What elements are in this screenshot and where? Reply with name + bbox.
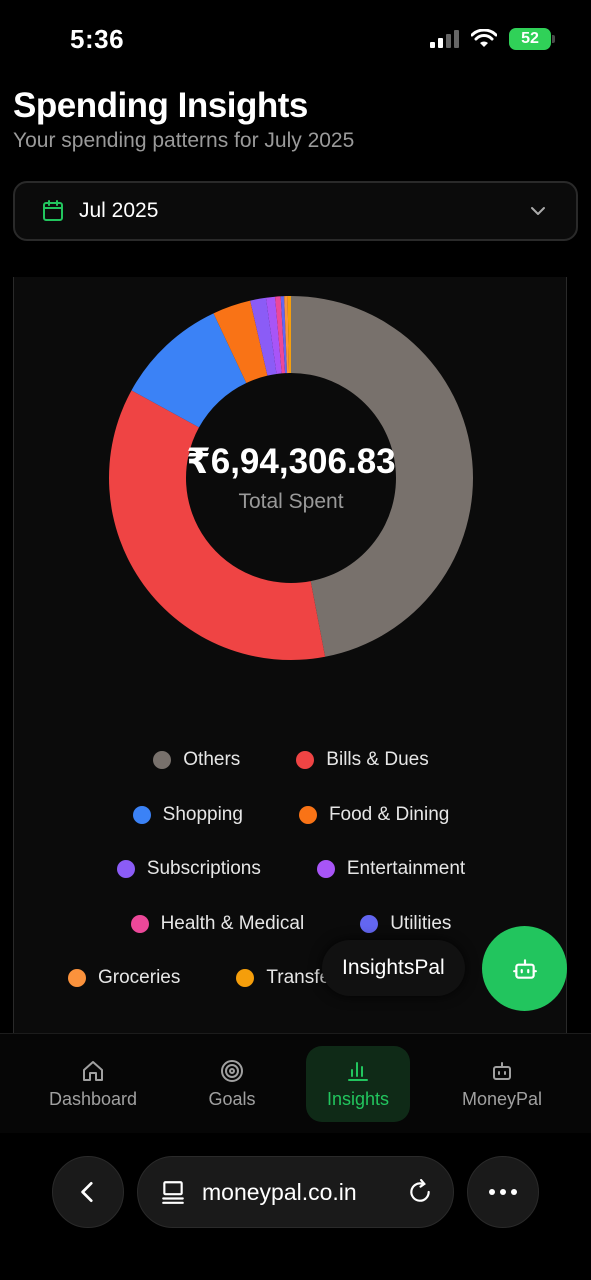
total-spent-label: Total Spent — [238, 490, 344, 513]
legend-item-entertainment[interactable]: Entertainment — [316, 858, 466, 880]
bar-chart-icon — [348, 1061, 368, 1081]
bottom-nav: Dashboard Goals Insights MoneyPal — [0, 1033, 591, 1133]
more-options-button[interactable] — [467, 1156, 539, 1228]
browser-toolbar: moneypal.co.in — [0, 1140, 591, 1280]
legend-label: Others — [183, 749, 241, 770]
donut-slice-entertainment[interactable] — [265, 296, 282, 375]
legend-label: Bills & Dues — [326, 749, 429, 770]
battery-level: 52 — [521, 30, 539, 47]
legend-label: Food & Dining — [328, 804, 450, 825]
nav-item-goals[interactable]: Goals — [190, 1046, 274, 1122]
legend-row: Groceries Transfe — [14, 967, 568, 989]
legend-item-subscriptions[interactable]: Subscriptions — [116, 858, 261, 880]
legend-label: Transfe — [266, 967, 331, 988]
insightspal-chat-label[interactable]: InsightsPal — [322, 940, 465, 996]
address-bar[interactable]: moneypal.co.in — [137, 1156, 454, 1228]
status-bar: 5:36 52 — [0, 0, 591, 80]
legend-label: Shopping — [162, 804, 243, 825]
donut-slice-shopping[interactable] — [131, 313, 247, 428]
nav-item-moneypal[interactable]: MoneyPal — [450, 1046, 554, 1122]
legend-item-health[interactable]: Health & Medical — [130, 913, 305, 935]
legend-dot — [236, 969, 255, 987]
spending-chart-card: ₹6,94,306.83 Total Spent Others Bills & … — [13, 277, 567, 1037]
robot-icon — [493, 1061, 511, 1080]
month-selector[interactable]: Jul 2025 — [13, 181, 578, 241]
legend-item-shopping[interactable]: Shopping — [132, 804, 243, 826]
nav-item-dashboard[interactable]: Dashboard — [38, 1046, 148, 1122]
page-subtitle: Your spending patterns for July 2025 — [13, 129, 355, 152]
legend-item-transfers[interactable]: Transfe — [236, 967, 330, 989]
chevron-left-icon — [81, 1181, 93, 1203]
site-settings-icon — [162, 1181, 184, 1204]
wifi-icon — [471, 29, 497, 47]
nav-item-insights[interactable]: Insights — [306, 1046, 410, 1122]
legend-label: Health & Medical — [160, 913, 305, 934]
legend-item-food[interactable]: Food & Dining — [298, 804, 450, 826]
legend-item-bills[interactable]: Bills & Dues — [296, 749, 429, 771]
target-icon — [221, 1059, 243, 1082]
spending-donut-chart — [108, 296, 474, 660]
legend-dot — [298, 806, 317, 824]
home-icon — [83, 1060, 103, 1081]
legend-row: Health & Medical Utilities — [14, 913, 568, 935]
legend-row: Subscriptions Entertainment — [14, 858, 568, 880]
back-button[interactable] — [52, 1156, 124, 1228]
legend-dot — [68, 969, 86, 987]
legend-dot — [130, 915, 149, 933]
chevron-down-icon — [531, 207, 545, 215]
month-selector-value: Jul 2025 — [79, 199, 159, 222]
legend-dot — [153, 751, 172, 769]
donut-slice-others[interactable] — [291, 296, 474, 657]
legend-dot — [296, 751, 315, 769]
donut-slice-food-dining[interactable] — [213, 300, 268, 383]
status-time: 5:36 — [70, 24, 125, 54]
robot-icon — [512, 958, 537, 979]
legend-dot — [360, 915, 379, 933]
page-title: Spending Insights — [13, 86, 308, 125]
legend-label: Groceries — [98, 967, 181, 988]
nav-label: MoneyPal — [461, 1088, 543, 1109]
donut-slice-subscriptions[interactable] — [250, 297, 277, 376]
legend-label: Entertainment — [346, 858, 466, 879]
donut-slice-utilities[interactable] — [280, 296, 288, 374]
donut-slice-transfers[interactable] — [287, 296, 291, 374]
status-indicators: 52 — [430, 28, 555, 50]
insightspal-chat-button[interactable] — [482, 926, 567, 1011]
legend-label: Utilities — [390, 913, 452, 934]
legend-dot — [316, 860, 335, 878]
legend-label: Subscriptions — [146, 858, 261, 879]
legend-row: Shopping Food & Dining — [14, 804, 568, 826]
legend-item-utilities[interactable]: Utilities — [360, 913, 451, 935]
donut-slice-bills-dues[interactable] — [108, 390, 326, 660]
legend-dot — [132, 806, 151, 824]
url-text: moneypal.co.in — [202, 1178, 357, 1205]
legend-dot — [116, 860, 135, 878]
battery-icon: 52 — [509, 28, 555, 50]
reload-icon[interactable] — [407, 1179, 433, 1205]
nav-label: Dashboard — [48, 1088, 138, 1109]
donut-slice-health-medical[interactable] — [275, 296, 286, 374]
calendar-icon — [43, 200, 63, 221]
legend-item-others[interactable]: Others — [153, 749, 240, 771]
signal-icon — [430, 30, 459, 48]
total-spent-amount: ₹6,94,306.83 — [186, 442, 396, 481]
donut-slice-groceries[interactable] — [284, 296, 290, 374]
legend-row: Others Bills & Dues — [14, 749, 568, 771]
more-horizontal-icon — [489, 1189, 517, 1195]
nav-label: Goals — [208, 1088, 256, 1109]
nav-label: Insights — [326, 1088, 390, 1109]
legend-item-groceries[interactable]: Groceries — [68, 967, 180, 989]
